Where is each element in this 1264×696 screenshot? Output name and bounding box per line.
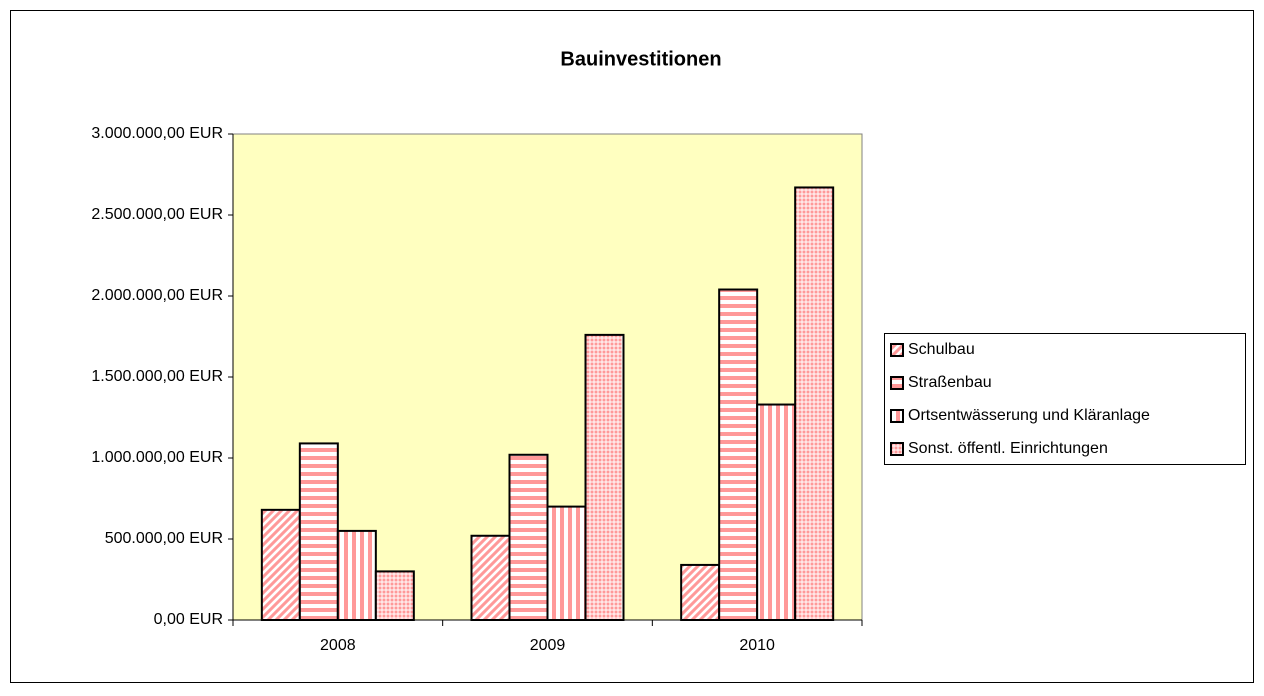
bar bbox=[794, 186, 835, 622]
bar bbox=[374, 570, 415, 622]
legend-box bbox=[884, 333, 1246, 465]
bar bbox=[756, 403, 797, 622]
bar bbox=[298, 442, 339, 622]
x-tick-label: 2008 bbox=[320, 637, 356, 654]
y-tick-label: 3.000.000,00 EUR bbox=[91, 125, 223, 142]
legend-swatch bbox=[890, 409, 904, 423]
legend-swatch bbox=[890, 376, 904, 390]
bar bbox=[680, 563, 721, 621]
x-tick-label: 2009 bbox=[530, 637, 566, 654]
bar bbox=[470, 534, 511, 622]
y-tick-label: 2.000.000,00 EUR bbox=[91, 287, 223, 304]
y-tick-label: 0,00 EUR bbox=[154, 611, 223, 628]
y-tick-label: 1.500.000,00 EUR bbox=[91, 368, 223, 385]
legend-label: Schulbau bbox=[908, 341, 975, 358]
bar bbox=[260, 508, 301, 621]
bar bbox=[584, 333, 625, 621]
y-tick-label: 1.000.000,00 EUR bbox=[91, 449, 223, 466]
legend-label: Ortsentwässerung und Kläranlage bbox=[908, 407, 1150, 424]
legend-swatch bbox=[890, 343, 904, 357]
legend-label: Sonst. öffentl. Einrichtungen bbox=[908, 440, 1108, 457]
bar bbox=[508, 453, 549, 622]
x-tick-label: 2010 bbox=[739, 637, 775, 654]
y-tick-label: 2.500.000,00 EUR bbox=[91, 206, 223, 223]
y-tick-label: 500.000,00 EUR bbox=[105, 530, 223, 547]
bar bbox=[546, 505, 587, 622]
chart-title: Bauinvestitionen bbox=[560, 48, 721, 70]
legend-label: Straßenbau bbox=[908, 374, 992, 391]
legend-swatch bbox=[890, 442, 904, 456]
bar bbox=[336, 529, 377, 622]
bar bbox=[718, 288, 759, 621]
